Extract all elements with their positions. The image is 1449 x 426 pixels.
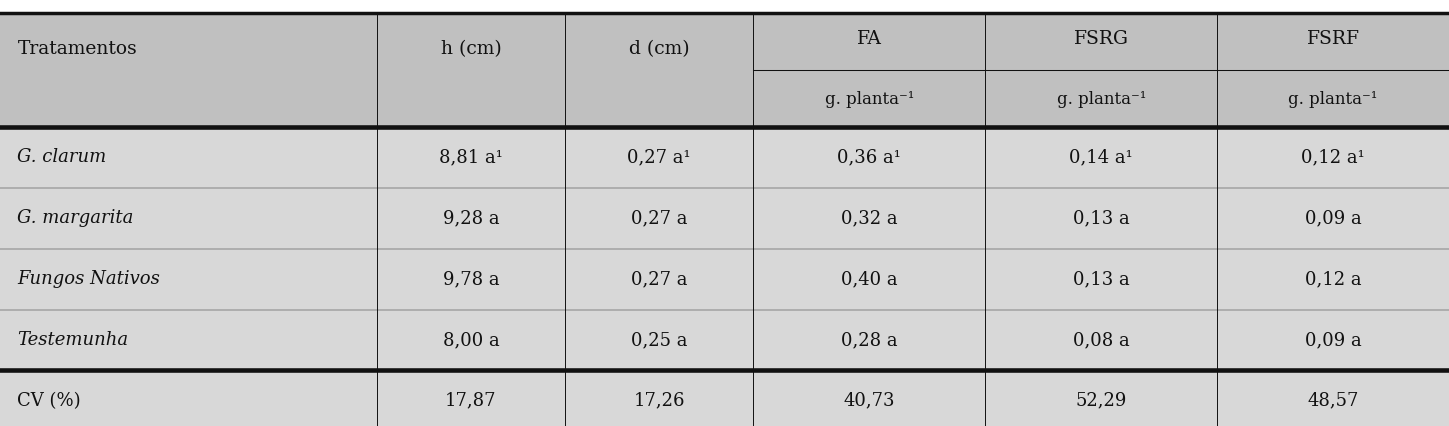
- Text: 0,27 a¹: 0,27 a¹: [627, 148, 691, 166]
- Text: 0,09 a: 0,09 a: [1304, 331, 1362, 349]
- Bar: [377, 188, 565, 249]
- Text: 8,00 a: 8,00 a: [442, 331, 500, 349]
- Text: 0,08 a: 0,08 a: [1072, 331, 1130, 349]
- Text: 0,12 a: 0,12 a: [1304, 270, 1362, 288]
- Bar: [753, 13, 985, 127]
- Bar: [1217, 188, 1449, 249]
- Bar: [753, 188, 985, 249]
- Bar: [377, 127, 565, 188]
- Text: FA: FA: [856, 30, 882, 48]
- Text: 0,40 a: 0,40 a: [840, 270, 898, 288]
- Text: 17,26: 17,26: [633, 392, 685, 410]
- Text: FSRF: FSRF: [1307, 30, 1359, 48]
- Bar: [565, 249, 753, 310]
- Bar: [1217, 13, 1449, 127]
- Bar: [565, 13, 753, 127]
- Text: 9,28 a: 9,28 a: [442, 209, 500, 227]
- Bar: [753, 370, 985, 426]
- Text: Testemunha: Testemunha: [17, 331, 129, 349]
- Text: 0,27 a: 0,27 a: [632, 270, 687, 288]
- Bar: [0, 370, 377, 426]
- Text: G. clarum: G. clarum: [17, 148, 107, 166]
- Text: 9,78 a: 9,78 a: [442, 270, 500, 288]
- Bar: [377, 249, 565, 310]
- Bar: [1217, 370, 1449, 426]
- Bar: [565, 188, 753, 249]
- Bar: [1217, 127, 1449, 188]
- Bar: [985, 13, 1217, 127]
- Bar: [753, 310, 985, 370]
- Bar: [0, 13, 377, 127]
- Bar: [0, 127, 377, 188]
- Bar: [985, 127, 1217, 188]
- Bar: [377, 310, 565, 370]
- Bar: [0, 188, 377, 249]
- Text: 0,09 a: 0,09 a: [1304, 209, 1362, 227]
- Bar: [0, 249, 377, 310]
- Bar: [753, 127, 985, 188]
- Text: h (cm): h (cm): [440, 40, 501, 58]
- Text: 48,57: 48,57: [1307, 392, 1359, 410]
- Text: G. margarita: G. margarita: [17, 209, 133, 227]
- Bar: [377, 370, 565, 426]
- Bar: [1217, 249, 1449, 310]
- Bar: [565, 370, 753, 426]
- Text: Tratamentos: Tratamentos: [17, 40, 138, 58]
- Bar: [565, 127, 753, 188]
- Text: CV (%): CV (%): [17, 392, 81, 410]
- Text: g. planta⁻¹: g. planta⁻¹: [1288, 91, 1378, 108]
- Text: g. planta⁻¹: g. planta⁻¹: [1056, 91, 1146, 108]
- Text: 0,27 a: 0,27 a: [632, 209, 687, 227]
- Text: g. planta⁻¹: g. planta⁻¹: [824, 91, 914, 108]
- Bar: [985, 370, 1217, 426]
- Text: 0,32 a: 0,32 a: [840, 209, 898, 227]
- Text: Fungos Nativos: Fungos Nativos: [17, 270, 161, 288]
- Text: 8,81 a¹: 8,81 a¹: [439, 148, 503, 166]
- Bar: [985, 249, 1217, 310]
- Bar: [377, 13, 565, 127]
- Bar: [565, 310, 753, 370]
- Text: 0,13 a: 0,13 a: [1072, 270, 1130, 288]
- Text: 0,25 a: 0,25 a: [632, 331, 687, 349]
- Text: 0,28 a: 0,28 a: [840, 331, 898, 349]
- Bar: [985, 310, 1217, 370]
- Bar: [985, 188, 1217, 249]
- Bar: [1217, 310, 1449, 370]
- Text: 40,73: 40,73: [843, 392, 895, 410]
- Text: 17,87: 17,87: [445, 392, 497, 410]
- Text: 52,29: 52,29: [1075, 392, 1127, 410]
- Text: 0,14 a¹: 0,14 a¹: [1069, 148, 1133, 166]
- Text: 0,36 a¹: 0,36 a¹: [838, 148, 901, 166]
- Text: d (cm): d (cm): [629, 40, 690, 58]
- Bar: [0, 310, 377, 370]
- Text: FSRG: FSRG: [1074, 30, 1129, 48]
- Text: 0,12 a¹: 0,12 a¹: [1301, 148, 1365, 166]
- Text: 0,13 a: 0,13 a: [1072, 209, 1130, 227]
- Bar: [753, 249, 985, 310]
